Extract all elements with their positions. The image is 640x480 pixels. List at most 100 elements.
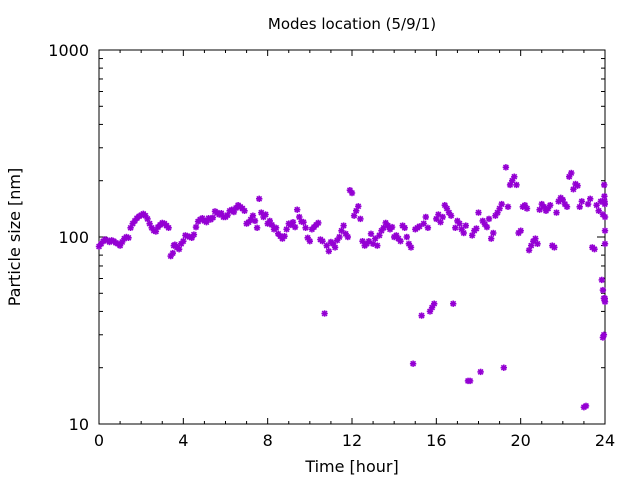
data-point [582, 402, 590, 410]
data-point [578, 198, 585, 205]
data-point [281, 232, 288, 240]
data-point [175, 245, 183, 253]
plot-area [98, 49, 606, 425]
data-point [601, 240, 609, 248]
data-point [473, 225, 480, 232]
data-point [253, 224, 261, 232]
data-point [321, 310, 328, 317]
data-point [462, 222, 469, 229]
data-point [584, 200, 592, 208]
data-point [357, 215, 364, 223]
chart-title: Modes location (5/9/1) [268, 15, 436, 33]
data-point [169, 249, 177, 257]
y-axis-title: Particle size [nm] [5, 168, 24, 307]
data-point [466, 377, 474, 385]
data-point [576, 203, 583, 211]
data-point [374, 242, 381, 249]
data-point [331, 244, 339, 251]
data-points [95, 164, 609, 411]
x-tick-label: 8 [263, 431, 273, 450]
data-point [439, 213, 446, 221]
data-point [241, 207, 248, 215]
x-tick-label: 16 [426, 431, 446, 450]
data-point [601, 193, 608, 200]
data-point [272, 224, 280, 232]
data-point [534, 240, 541, 248]
data-point [523, 205, 531, 212]
data-point [536, 206, 543, 213]
data-point [306, 237, 313, 245]
data-point [490, 229, 497, 237]
x-axis-title: Time [hour] [304, 457, 398, 476]
data-point [165, 224, 172, 232]
data-point [300, 218, 307, 226]
data-point [403, 233, 410, 241]
data-point [192, 223, 200, 231]
x-tick-label: 20 [510, 431, 530, 450]
data-point [477, 368, 484, 376]
data-point [431, 300, 438, 307]
data-point [437, 218, 444, 226]
data-point [262, 211, 269, 218]
data-point [401, 224, 408, 232]
data-point [340, 222, 347, 229]
data-point [504, 203, 512, 211]
data-point [511, 173, 518, 180]
data-point [350, 212, 358, 219]
data-point [452, 224, 459, 232]
data-point [447, 212, 455, 219]
data-point [190, 231, 198, 238]
data-point [422, 213, 429, 221]
data-point [483, 223, 491, 231]
data-point [547, 201, 554, 209]
data-point [283, 226, 290, 233]
data-point [289, 218, 297, 226]
data-point [460, 229, 467, 237]
data-point [294, 206, 301, 213]
data-point [367, 230, 375, 238]
data-point [397, 237, 404, 245]
data-point [325, 247, 332, 255]
data-point [500, 364, 507, 371]
axis-ticks: 0 4 8 12 16 20 24 10 100 1000 [48, 41, 615, 450]
data-point [469, 232, 476, 239]
y-tick-label: 10 [69, 415, 89, 434]
data-point [601, 295, 608, 302]
data-point [355, 203, 362, 210]
data-point [492, 212, 499, 219]
data-point [302, 224, 309, 232]
data-point [125, 234, 132, 242]
data-point [407, 244, 415, 251]
data-point [344, 233, 351, 241]
data-point [291, 223, 299, 231]
y-tick-label: 1000 [48, 41, 89, 60]
data-point [315, 219, 322, 227]
x-tick-label: 4 [178, 431, 188, 450]
data-point [498, 200, 505, 208]
data-point [348, 189, 356, 197]
data-point [601, 227, 609, 234]
data-point [591, 245, 598, 253]
data-point [509, 177, 516, 184]
data-point [551, 244, 558, 251]
data-point [424, 224, 432, 232]
data-point [420, 220, 427, 227]
data-point [532, 235, 539, 242]
data-point [538, 200, 545, 208]
data-point [513, 181, 520, 189]
y-tick-label: 100 [58, 228, 89, 247]
data-point [388, 223, 396, 231]
data-point [517, 227, 524, 234]
data-point [319, 237, 326, 245]
data-point [600, 331, 608, 338]
data-point [598, 276, 605, 284]
data-point [574, 182, 581, 189]
data-point [593, 201, 600, 209]
data-point [488, 235, 495, 242]
data-point [485, 215, 493, 223]
data-point [249, 212, 257, 219]
data-point [563, 203, 571, 211]
data-point [418, 312, 425, 319]
data-point [601, 213, 609, 221]
data-point [599, 286, 607, 294]
